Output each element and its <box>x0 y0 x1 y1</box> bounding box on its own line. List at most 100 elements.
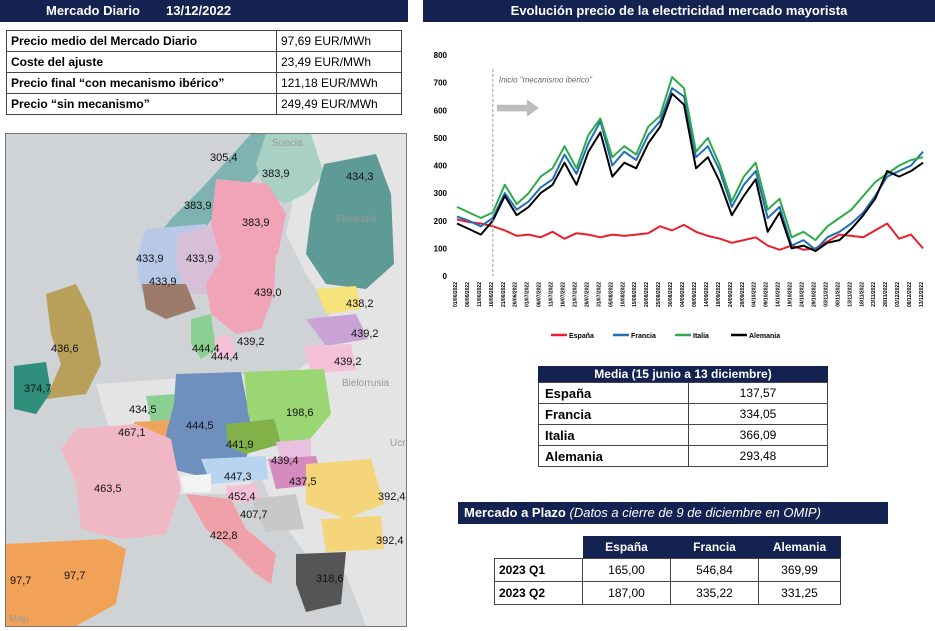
futures-header-row: España Francia Alemania <box>495 536 841 559</box>
region-slovenia <box>226 484 261 502</box>
futures-row-label: 2023 Q2 <box>494 581 583 605</box>
x-tick-label: 16/07/2022 <box>561 282 567 307</box>
x-tick-label: 10/08/2022 <box>620 282 626 307</box>
x-tick-label: 24/09/2022 <box>728 282 734 307</box>
futures-col-header: España <box>582 536 671 559</box>
average-label: Alemania <box>538 445 689 467</box>
y-tick-label: 0 <box>443 272 448 281</box>
x-tick-label: 03/11/2022 <box>823 282 829 307</box>
price-label: Precio “sin mecanismo” <box>6 93 277 115</box>
futures-col-header: Francia <box>670 536 759 559</box>
x-tick-label: 14/10/2022 <box>776 282 782 307</box>
region-germany <box>166 372 251 479</box>
futures-cell: 187,00 <box>582 581 671 605</box>
ghost-label: Ucr <box>390 438 406 449</box>
x-tick-label: 26/06/2022 <box>513 282 519 307</box>
futures-row: 2023 Q2 187,00 335,22 331,25 <box>494 581 841 605</box>
series-line <box>456 87 924 251</box>
region-portugal <box>6 552 34 619</box>
price-row: Coste del ajuste 23,49 EUR/MWh <box>6 51 402 73</box>
x-tick-label: 05/08/2022 <box>608 282 614 307</box>
region-norway-north <box>146 134 266 284</box>
x-tick-label: 04/10/2022 <box>752 282 758 307</box>
average-label: Francia <box>538 403 689 425</box>
map-price-label: 467,1 <box>118 427 146 439</box>
average-row: Alemania 293,48 <box>538 445 828 467</box>
price-label: Precio medio del Mercado Diario <box>6 30 277 52</box>
region-sweden-mid <box>211 179 286 269</box>
map-price-label: 433,9 <box>136 253 164 265</box>
x-tick-label: 21/06/2022 <box>501 282 507 307</box>
region-greece <box>296 552 346 612</box>
map-price-labels: 305,4 383,9 434,3 383,9 383,9 433,9 433,9 433,9… <box>10 152 406 587</box>
map-price-label: 97,7 <box>64 570 85 582</box>
daily-market-title: Mercado Diario <box>46 3 140 18</box>
futures-subtitle: (Datos a cierre de 9 de diciembre en OMI… <box>569 505 821 520</box>
series-line <box>456 76 924 242</box>
legend-label: Alemania <box>749 333 780 340</box>
map-price-label: 463,5 <box>94 483 122 495</box>
y-tick-label: 400 <box>434 162 448 171</box>
map-price-label: 441,9 <box>226 439 254 451</box>
average-label: Italia <box>538 424 689 446</box>
y-tick-label: 500 <box>434 134 448 143</box>
region-ireland <box>14 362 51 414</box>
region-france <box>61 424 181 539</box>
daily-market-date: 13/12/2022 <box>166 3 232 18</box>
region-spain <box>6 539 126 626</box>
price-value: 121,18 EUR/MWh <box>276 72 402 94</box>
chart-header: Evolución precio de la electricidad merc… <box>423 0 935 22</box>
x-tick-label: 01/07/2022 <box>525 282 531 307</box>
y-tick-label: 600 <box>434 106 448 115</box>
average-row: Francia 334,05 <box>538 403 828 425</box>
series-line <box>456 218 924 251</box>
mechanism-arrow <box>496 99 539 117</box>
price-label: Coste del ajuste <box>6 51 277 73</box>
legend-label: España <box>569 333 594 340</box>
price-summary-table: Precio medio del Mercado Diario 97,69 EUR… <box>6 30 402 115</box>
average-value: 334,05 <box>688 403 828 425</box>
price-value: 23,49 EUR/MWh <box>276 51 402 73</box>
futures-cell: 165,00 <box>582 558 671 582</box>
ghost-label: Finlandia <box>336 214 377 225</box>
futures-cell: 335,22 <box>670 581 759 605</box>
price-value: 97,69 EUR/MWh <box>276 30 402 52</box>
ghost-label: Suecia <box>272 138 303 149</box>
futures-cell: 546,84 <box>670 558 759 582</box>
x-tick-label: 09/09/2022 <box>692 282 698 307</box>
map-price-label: 447,3 <box>224 471 252 483</box>
average-title: Media (15 junio a 13 diciembre) <box>538 366 828 382</box>
map-price-label: 439,4 <box>271 455 299 467</box>
price-value: 249,49 EUR/MWh <box>276 93 402 115</box>
average-value: 137,57 <box>688 382 828 404</box>
x-tick-label: 06/07/2022 <box>537 282 543 307</box>
x-tick-label: 19/10/2022 <box>788 282 794 307</box>
x-tick-label: 28/11/2022 <box>883 282 889 307</box>
map-price-label: 436,6 <box>51 343 79 355</box>
region-denmark-west <box>191 314 216 359</box>
x-tick-label: 13/12/2022 <box>919 282 925 307</box>
x-tick-label: 21/07/2022 <box>572 282 578 307</box>
x-tick-label: 13/11/2022 <box>847 282 853 307</box>
average-label: España <box>538 382 689 404</box>
x-tick-label: 14/09/2022 <box>704 282 710 307</box>
futures-col-header: Alemania <box>758 536 841 559</box>
futures-cell: 369,99 <box>758 558 841 582</box>
map-price-label: 383,9 <box>242 217 270 229</box>
region-estonia <box>316 286 361 314</box>
map-price-label: 383,9 <box>262 168 290 180</box>
x-tick-label: 09/10/2022 <box>764 282 770 307</box>
map-price-label: 407,7 <box>240 509 268 521</box>
map-price-label: 434,5 <box>129 404 157 416</box>
y-tick-label: 100 <box>434 244 448 253</box>
map-price-label: 438,2 <box>346 298 374 310</box>
map-price-label: 392,4 <box>378 491 406 503</box>
x-tick-label: 20/08/2022 <box>644 282 650 307</box>
map-price-label: 437,5 <box>289 476 317 488</box>
x-tick-label: 30/08/2022 <box>668 282 674 307</box>
region-latvia <box>306 314 368 346</box>
legend-label: Francia <box>631 333 656 340</box>
x-tick-label: 29/10/2022 <box>811 282 817 307</box>
map-price-label: 434,3 <box>346 171 374 183</box>
x-tick-label: 23/11/2022 <box>871 282 877 307</box>
